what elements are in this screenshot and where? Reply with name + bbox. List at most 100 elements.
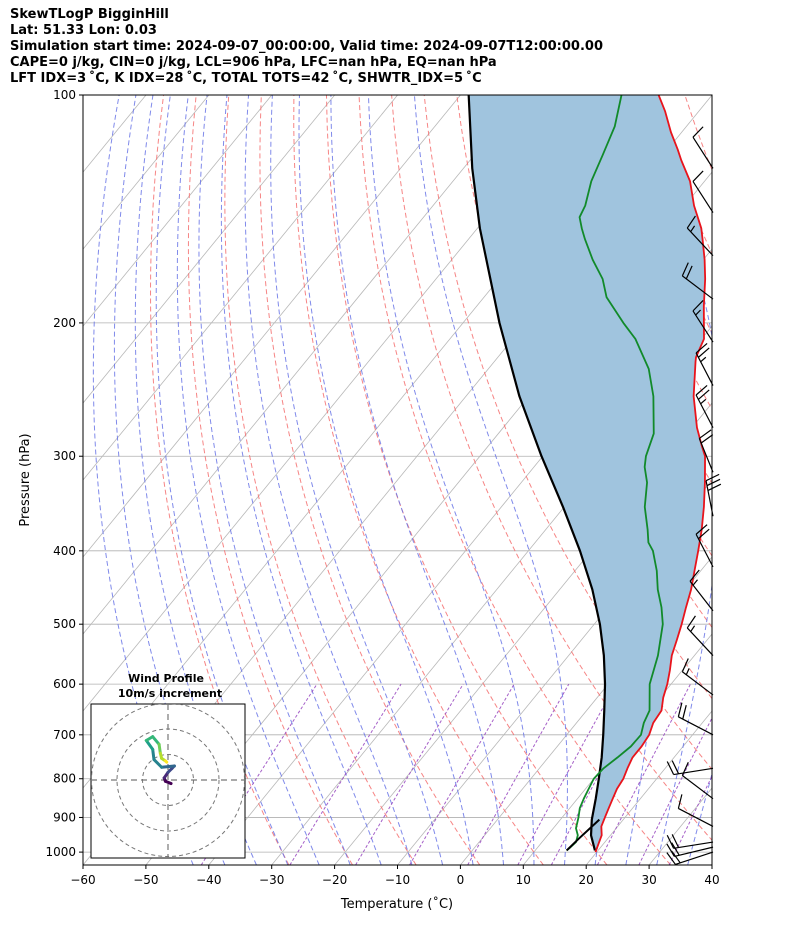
isotherm-line [208,248,712,865]
dry-adiabat-line [717,95,794,865]
wind-barb-flag [677,702,683,717]
hodograph: Wind Profile 10m/s increment [90,672,246,859]
wind-barb-staff [681,671,714,696]
hodograph-segment [152,758,164,769]
wind-barb-flag [697,528,710,540]
dry-adiabat-line [750,95,794,865]
x-tick-label: −60 [70,873,95,887]
wind-barb-flag [681,658,689,673]
wind-barb-staff [692,136,714,169]
wind-barb [689,569,714,612]
chart-title: SkewTLogP BigginHill [10,7,169,22]
x-tick-label: 20 [579,873,594,887]
mixing-ratio-line [289,683,402,865]
wind-barb [692,170,714,213]
wind-barb-staff [695,533,714,568]
wind-barb-flag [689,569,700,582]
moist-adiabat-line [413,95,568,865]
wind-barb-half-flag [690,225,696,233]
wind-barb-flag [686,215,696,229]
dry-adiabat-line [224,95,417,865]
wind-barb [677,794,714,828]
y-tick-label: 500 [53,617,76,631]
hodograph-segment [163,759,169,764]
wind-barb-flag [681,262,689,277]
hodograph-segment [157,742,162,755]
wind-barb-half-flag [685,668,690,676]
isotherm-line [83,95,210,250]
wind-barb-staff [681,775,714,800]
indices-line-2: LFT IDX=3 ˚C, K IDX=28 ˚C, TOTAL TOTS=42… [10,71,482,86]
wind-barb-flag [700,434,714,444]
x-tick-label: −30 [259,873,284,887]
mixing-ratio-line [668,775,712,865]
hodograph-segment [151,747,156,762]
mixing-ratio-line [409,683,515,865]
wind-barb-staff [692,310,714,343]
moist-adiabat-line [155,95,289,865]
y-tick-label: 700 [53,728,76,742]
temperature-profile-line [594,95,707,853]
dry-adiabat-line [783,95,794,865]
isotherm-line [460,556,712,865]
dry-adiabat-line [293,95,544,865]
y-tick-label: 600 [53,677,76,691]
wind-barb-staff [689,580,714,612]
mixing-ratio-line [467,683,570,865]
isotherm-line [585,710,712,865]
y-tick-label: 300 [53,449,76,463]
moist-adiabat-line [298,95,474,865]
wind-barb-flag [695,384,708,396]
wind-barb-half-flag [692,579,698,586]
wind-barb-flag [671,850,681,864]
hodograph-segment [144,738,155,751]
y-tick-label: 100 [53,88,76,102]
wind-barb [692,300,714,343]
wind-barb-staff [681,275,714,300]
x-tick-label: 0 [457,873,465,887]
hodograph-subtitle: 10m/s increment [118,687,222,700]
wind-barb-staff [686,627,714,656]
location-line: Lat: 51.33 Lon: 0.03 [10,23,157,38]
wind-barb-flag [692,126,704,138]
mixing-ratio-line [638,716,712,865]
isotherm-line [83,95,524,635]
dry-adiabat-line [150,95,290,865]
x-tick-label: 40 [704,873,719,887]
wind-barb [681,262,714,300]
x-tick-label: −10 [385,873,410,887]
wind-barb-staff [678,807,714,828]
isotherm-line [397,479,712,865]
wind-barb [692,126,714,169]
wind-barb-staff [675,851,714,865]
parcel-profile-line [467,95,607,851]
isotherm-line [83,95,461,558]
wind-barb-staff [673,767,714,776]
x-tick-label: −20 [322,873,347,887]
wind-barb-staff [686,227,714,257]
moist-adiabat-line [220,95,382,865]
wind-barb [666,850,714,865]
x-tick-label: 10 [516,873,531,887]
mixing-ratio-line [355,683,464,865]
moist-adiabat-line [719,95,794,865]
hodograph-segment [160,764,176,769]
wind-barb [705,473,722,517]
x-tick-label: −40 [196,873,221,887]
y-tick-label: 800 [53,772,76,786]
wind-barb [698,429,714,473]
wind-barb-flag [697,389,710,400]
wind-barb-flag [697,347,710,358]
wind-barb-staff [695,394,714,428]
isotherm-line [83,95,84,96]
moist-adiabat-line [176,95,320,865]
moist-adiabat-line [244,95,413,865]
wind-barb-half-flag [690,625,696,633]
hodograph-segment [151,735,161,746]
wind-barb-flag [692,300,704,312]
wind-barb-staff [674,846,714,858]
y-tick-label: 1000 [45,845,76,859]
chart-header: SkewTLogP BigginHill Lat: 51.33 Lon: 0.0… [10,7,603,87]
wind-barb-staff [698,438,714,473]
